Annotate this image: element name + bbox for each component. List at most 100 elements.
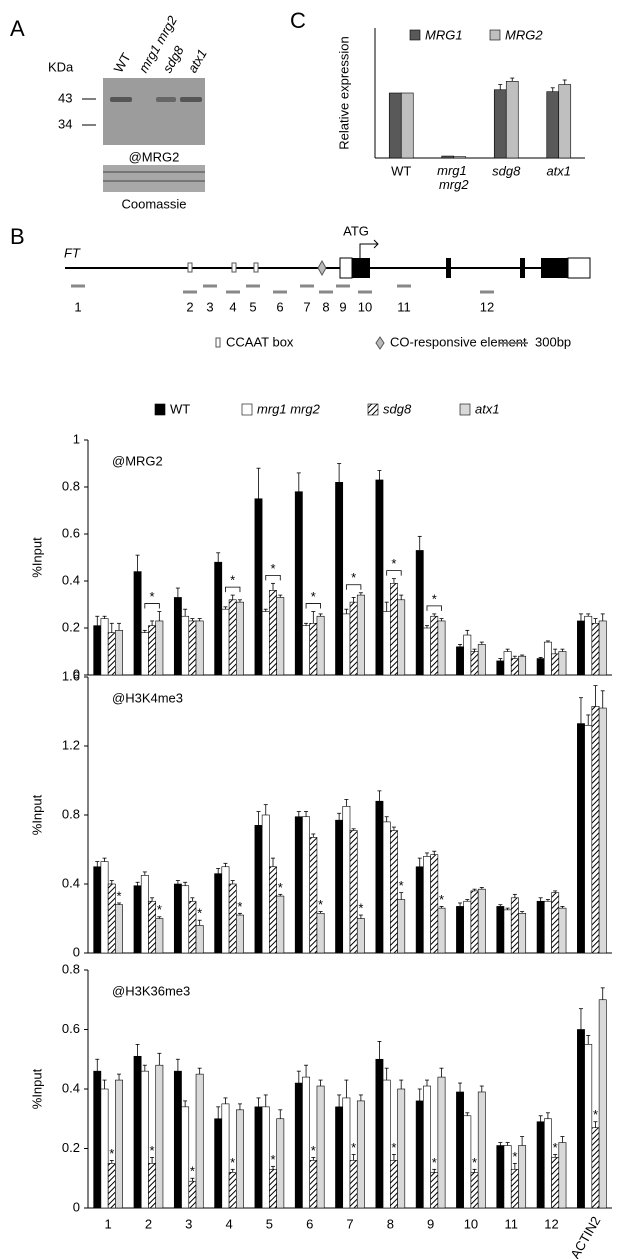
bar bbox=[423, 1086, 430, 1208]
bar bbox=[343, 614, 350, 675]
y-tick-label: 0.6 bbox=[62, 525, 80, 540]
bar bbox=[108, 633, 115, 675]
significance: * bbox=[432, 591, 437, 606]
bar bbox=[471, 1172, 478, 1208]
x-tick-label: atx1 bbox=[546, 163, 571, 178]
amplicon-label: 5 bbox=[249, 299, 256, 314]
unit: KDa bbox=[48, 59, 74, 74]
y-tick-label: 1.2 bbox=[62, 737, 80, 752]
legend-label: MRG1 bbox=[425, 27, 463, 42]
bar bbox=[454, 157, 466, 158]
bracket bbox=[266, 575, 281, 580]
significance: * bbox=[391, 1140, 396, 1155]
bar bbox=[174, 884, 181, 953]
bar bbox=[431, 1172, 438, 1208]
bar bbox=[383, 1080, 390, 1208]
bar bbox=[108, 1163, 115, 1208]
bar bbox=[504, 910, 511, 953]
legend-text: 300bp bbox=[535, 334, 571, 349]
marker: 34 bbox=[58, 116, 72, 131]
bar bbox=[559, 1143, 566, 1208]
significance: * bbox=[358, 900, 363, 915]
significance: * bbox=[472, 1155, 477, 1170]
panel-label: C bbox=[290, 8, 306, 33]
bar bbox=[156, 919, 163, 954]
band bbox=[156, 97, 176, 102]
bar bbox=[236, 1110, 243, 1208]
x-tick-label: 12 bbox=[544, 1216, 558, 1231]
co-element bbox=[318, 261, 326, 275]
significance: * bbox=[190, 1164, 195, 1179]
bar bbox=[599, 621, 606, 675]
bar bbox=[390, 583, 397, 675]
bar bbox=[317, 1086, 324, 1208]
bar bbox=[552, 893, 559, 953]
legend-text: CCAAT box bbox=[226, 334, 294, 349]
x-tick-label: ACTIN2 bbox=[567, 1214, 603, 1259]
amplicon-label: 4 bbox=[229, 299, 236, 314]
y-tick-label: 0.6 bbox=[62, 1021, 80, 1036]
significance: * bbox=[230, 1155, 235, 1170]
bar bbox=[456, 906, 463, 953]
x-tick-label: 3 bbox=[185, 1216, 192, 1231]
bar bbox=[577, 724, 584, 953]
bar bbox=[350, 831, 357, 953]
bar bbox=[383, 822, 390, 953]
bar bbox=[236, 602, 243, 675]
bar bbox=[262, 815, 269, 953]
bar bbox=[423, 856, 430, 953]
exon bbox=[446, 258, 451, 278]
bar bbox=[471, 891, 478, 953]
bar bbox=[134, 886, 141, 953]
significance: * bbox=[311, 589, 316, 604]
significance: * bbox=[150, 589, 155, 604]
amplicon-label: 1 bbox=[74, 299, 81, 314]
bar bbox=[398, 600, 405, 675]
bar bbox=[255, 825, 262, 953]
bar bbox=[101, 862, 108, 953]
bar bbox=[350, 602, 357, 675]
legend-text: CO-responsive element bbox=[390, 334, 527, 349]
bar bbox=[456, 1092, 463, 1208]
bar bbox=[277, 597, 284, 675]
bar bbox=[156, 1065, 163, 1208]
bar bbox=[438, 908, 445, 953]
bar bbox=[592, 623, 599, 675]
bar bbox=[215, 874, 222, 953]
legend-label: atx1 bbox=[475, 401, 500, 416]
utr bbox=[340, 258, 352, 278]
bar bbox=[398, 900, 405, 953]
band bbox=[110, 97, 132, 102]
bar bbox=[544, 1119, 551, 1208]
chart-title: @H3K4me3 bbox=[112, 690, 183, 705]
significance: * bbox=[157, 902, 162, 917]
bar bbox=[335, 1107, 342, 1208]
amplicon-label: 8 bbox=[322, 299, 329, 314]
significance: * bbox=[197, 906, 202, 921]
bar bbox=[262, 612, 269, 675]
bar bbox=[376, 801, 383, 953]
bar bbox=[335, 482, 342, 675]
bar bbox=[115, 1080, 122, 1208]
bar bbox=[182, 1107, 189, 1208]
amplicon-label: 12 bbox=[480, 299, 494, 314]
bar bbox=[544, 901, 551, 953]
bar bbox=[577, 621, 584, 675]
amplicon-label: 3 bbox=[206, 299, 213, 314]
bar bbox=[310, 1160, 317, 1208]
bar bbox=[401, 93, 413, 158]
bar bbox=[255, 1107, 262, 1208]
x-tick-label: 1 bbox=[105, 1216, 112, 1231]
bar bbox=[189, 901, 196, 953]
x-tick-label: WT bbox=[391, 163, 411, 178]
legend-swatch bbox=[410, 30, 420, 40]
bracket bbox=[346, 585, 361, 590]
significance: * bbox=[117, 888, 122, 903]
bar bbox=[215, 562, 222, 675]
bracket bbox=[427, 606, 442, 611]
y-tick-label: 0.8 bbox=[62, 478, 80, 493]
bar bbox=[222, 609, 229, 675]
bar bbox=[302, 817, 309, 953]
bar bbox=[416, 867, 423, 953]
legend-swatch bbox=[368, 404, 378, 415]
